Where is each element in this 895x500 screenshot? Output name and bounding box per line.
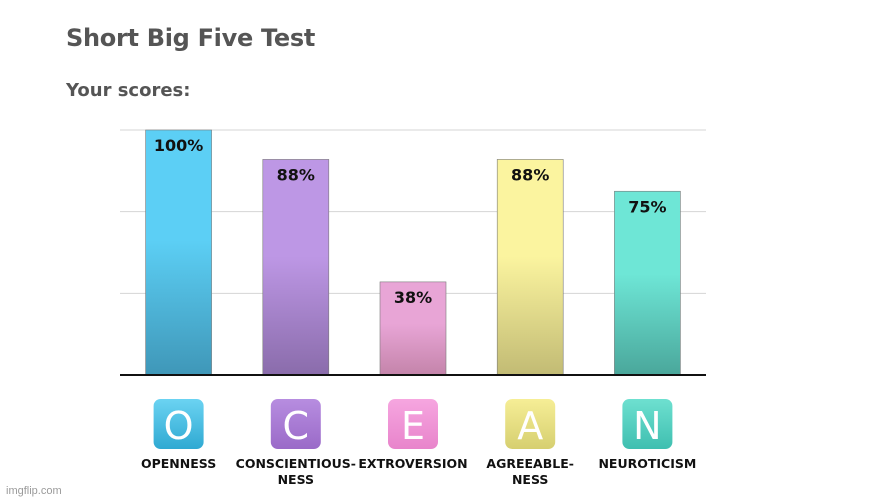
trait-icon-letter: O	[164, 404, 194, 448]
trait-icon-letter: A	[517, 404, 543, 448]
category-label: AGREEABLE- NESS	[486, 456, 574, 487]
bar-n	[614, 190, 681, 376]
category-label: OPENNESS	[140, 456, 217, 471]
bar-value-label: 88%	[277, 165, 315, 184]
trait-icon-letter: C	[283, 404, 310, 448]
page-title: Short Big Five Test	[66, 24, 315, 52]
trait-icon-e	[388, 399, 438, 449]
trait-icon-a	[505, 399, 556, 449]
category-label: CONSCIENTIOUS- NESS	[235, 456, 356, 487]
bar-e	[379, 281, 447, 376]
bar-value-label: 88%	[511, 165, 549, 184]
bar-value-label: 38%	[394, 288, 432, 307]
trait-icon-n	[622, 399, 673, 449]
category-label: EXTROVERSION	[358, 456, 468, 471]
trait-icon-letter: E	[401, 404, 425, 448]
watermark: imgflip.com	[6, 485, 62, 497]
trait-icon-o	[153, 399, 204, 449]
trait-icon-c	[270, 399, 321, 449]
bar-o	[145, 129, 212, 376]
bar-value-label: 75%	[628, 197, 666, 216]
bar-a	[496, 159, 564, 376]
bar-value-label: 100%	[154, 136, 203, 155]
page-subtitle: Your scores:	[66, 80, 191, 101]
bar-c	[262, 159, 330, 376]
trait-icon-letter: N	[633, 404, 661, 448]
category-label: NEUROTICISM	[598, 456, 697, 471]
